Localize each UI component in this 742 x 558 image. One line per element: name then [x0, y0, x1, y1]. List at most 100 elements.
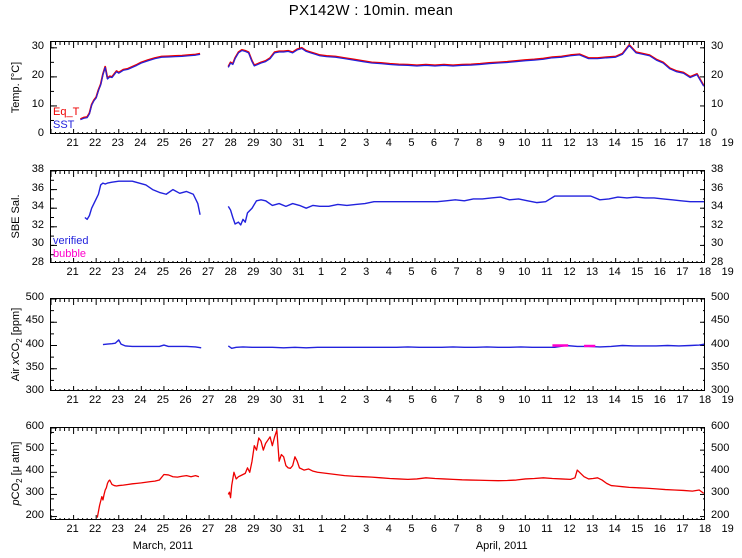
x-tick-label: 2: [340, 523, 347, 535]
x-tick-label: 31: [292, 394, 305, 406]
x-tick-label: 14: [608, 137, 621, 149]
x-tick-label: 22: [89, 394, 102, 406]
x-tick-label: 19: [721, 266, 734, 278]
y-tick-label-left: 500: [25, 442, 44, 455]
x-tick-label: 31: [292, 523, 305, 535]
series-plot-panel-1: [51, 42, 704, 133]
x-tick-label: 28: [224, 137, 237, 149]
x-tick-label: 23: [111, 394, 124, 406]
legend-entry-bubble: bubble: [53, 248, 87, 260]
x-tick-label: 30: [269, 137, 282, 149]
x-tick-label: 12: [563, 137, 576, 149]
x-tick-label: 6: [430, 394, 438, 406]
x-tick-label: 29: [247, 394, 260, 406]
y-tick-label-right: 400: [711, 337, 730, 350]
x-tick-label: 31: [292, 137, 305, 149]
y-tick-label-left: 300: [25, 486, 44, 499]
y-tick-label-left: 450: [25, 314, 44, 327]
y-tick-label-right: 10: [711, 97, 724, 110]
x-tick-label: 1: [317, 266, 325, 278]
y-tick-label-left: 10: [31, 97, 44, 110]
x-tick-label: 10: [518, 266, 531, 278]
y-tick-label-right: 34: [711, 200, 724, 213]
legend-entry-sst: SST: [53, 119, 75, 131]
y-tick-label-right: 32: [711, 218, 724, 231]
x-tick-label: 15: [631, 266, 644, 278]
x-tick-label: 11: [541, 523, 553, 535]
y-tick-label-left: 500: [25, 291, 44, 303]
x-tick-label: 23: [111, 137, 124, 149]
x-tick-label: 5: [408, 394, 415, 406]
x-tick-label: 21: [66, 137, 79, 149]
x-tick-label: 1: [317, 394, 325, 406]
y-tick-label-right: 200: [711, 508, 730, 521]
x-tick-label: 11: [541, 137, 553, 149]
series-plot-panel-3: [51, 299, 704, 390]
y-tick-label-left: 38: [31, 163, 44, 175]
x-tick-label: 8: [476, 137, 483, 149]
x-tick-label: 12: [563, 523, 576, 535]
x-tick-label: 15: [631, 394, 644, 406]
x-tick-label: 10: [518, 523, 531, 535]
x-tick-label: 25: [156, 266, 170, 278]
x-tick-label: 16: [653, 137, 666, 149]
plot-area-panel-1: [50, 41, 705, 134]
x-tick-label: 1: [317, 523, 325, 535]
x-tick-label: 18: [698, 523, 712, 535]
y-tick-label-right: 350: [711, 360, 730, 373]
x-tick-label: 4: [385, 394, 392, 406]
y-tick-label-right: 400: [711, 464, 730, 477]
x-tick-label: 28: [224, 394, 237, 406]
y-tick-label-left: 600: [25, 420, 44, 432]
x-tick-label: 14: [608, 394, 621, 406]
x-tick-label: 22: [89, 523, 102, 535]
x-tick-label: 16: [653, 523, 666, 535]
x-tick-label: 22: [89, 266, 102, 278]
x-tick-label: 17: [676, 137, 689, 149]
x-tick-label: 2: [340, 266, 347, 278]
y-tick-label-left: 0: [37, 127, 44, 139]
x-tick-label: 13: [585, 266, 599, 278]
x-tick-label: 7: [453, 137, 460, 149]
x-tick-label: 31: [292, 266, 305, 278]
x-tick-label: 21: [66, 266, 79, 278]
y-tick-label-right: 36: [711, 181, 724, 194]
legend-entry-verified: verified: [53, 235, 89, 247]
plot-area-panel-3: [50, 298, 705, 391]
x-tick-label: 19: [721, 523, 734, 535]
x-tick-label: 14: [608, 266, 621, 278]
x-tick-label: 25: [156, 394, 170, 406]
x-tick-label: 7: [453, 394, 460, 406]
x-tick-label: 27: [201, 137, 215, 149]
x-tick-label: 3: [363, 523, 370, 535]
figure-title: PX142W : 10min. mean: [288, 2, 454, 19]
x-tick-label: 30: [269, 394, 282, 406]
y-tick-label-left: 34: [31, 200, 44, 213]
series-plot-panel-2: [51, 171, 704, 262]
x-tick-label: 10: [518, 137, 531, 149]
x-tick-label: 8: [476, 523, 483, 535]
x-tick-label: 29: [247, 523, 260, 535]
x-tick-label: 14: [608, 523, 621, 535]
y-tick-label-left: 400: [25, 337, 44, 350]
plot-area-panel-4: [50, 427, 705, 520]
x-tick-label: 24: [134, 137, 147, 149]
y-tick-label-left: 400: [25, 464, 44, 477]
x-tick-label: 12: [563, 394, 576, 406]
x-tick-label: 29: [247, 137, 260, 149]
x-tick-label: 28: [224, 266, 237, 278]
x-tick-label: 16: [653, 394, 666, 406]
x-tick-label: 13: [585, 523, 599, 535]
x-tick-label: 27: [201, 394, 215, 406]
x-tick-label: 10: [518, 394, 531, 406]
x-tick-label: 2: [340, 137, 347, 149]
x-tick-label: 22: [89, 137, 102, 149]
x-tick-label: 26: [179, 137, 192, 149]
x-tick-label: 18: [698, 266, 712, 278]
x-tick-label: 5: [408, 137, 415, 149]
x-tick-label: 4: [385, 137, 392, 149]
y-tick-label-right: 38: [711, 163, 724, 175]
x-tick-label: 7: [453, 523, 460, 535]
y-tick-label-left: 36: [31, 181, 44, 194]
